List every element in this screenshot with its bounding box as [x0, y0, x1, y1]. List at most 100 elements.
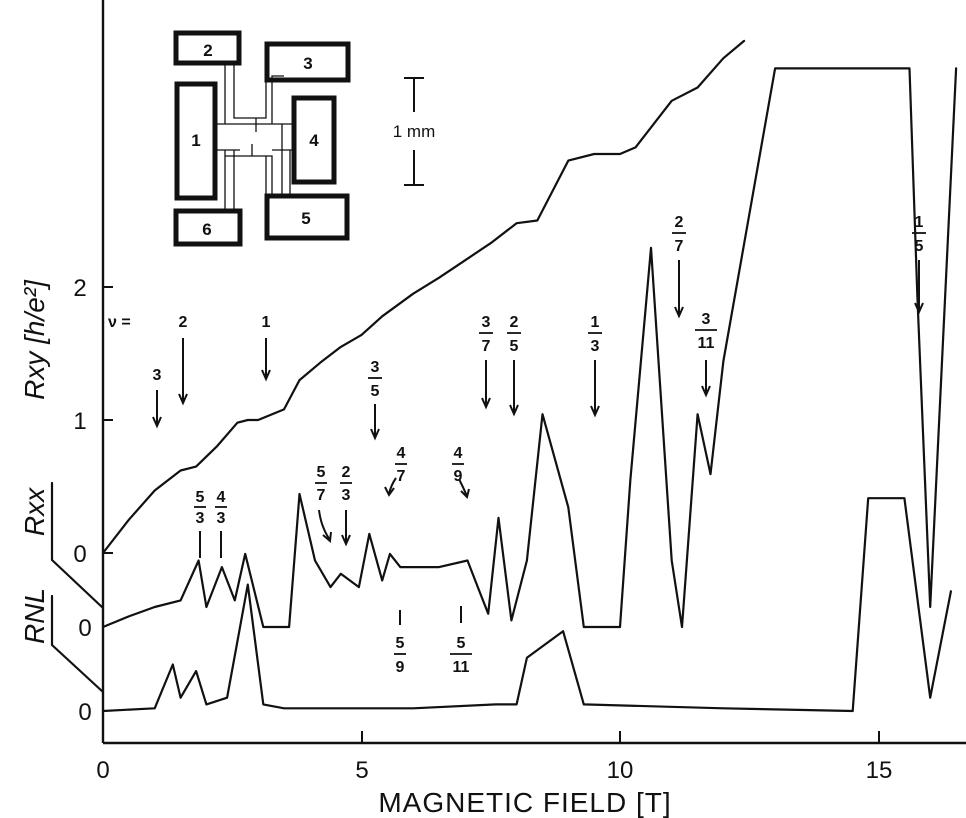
scale-bar-label: 1 mm — [393, 122, 436, 141]
nu-3-label: 3 — [153, 367, 162, 384]
frac-3-7: 3 7 — [479, 314, 493, 410]
frac-5-11: 5 11 — [450, 606, 472, 676]
rxx-zero-label: 0 — [78, 615, 91, 642]
frac-2-7-den: 7 — [675, 238, 684, 255]
frac-5-11-den: 11 — [453, 659, 470, 676]
frac-1-5-den: 5 — [915, 238, 924, 255]
contact-6-label: 6 — [202, 220, 211, 239]
frac-2-7-arrowhead — [674, 306, 684, 319]
rnl-axis-label: RNL — [19, 588, 50, 644]
frac-5-7-arrowhead — [322, 531, 332, 543]
frac-1-3-den: 3 — [591, 338, 600, 355]
frac-4-3-num: 4 — [217, 489, 226, 506]
frac-2-5-arrowhead — [509, 404, 519, 417]
scale-bar: 1 mm — [393, 77, 436, 186]
device-inset: 2 3 1 4 6 5 1 mm — [173, 30, 436, 247]
frac-1-5-num: 1 — [915, 214, 924, 231]
frac-5-7-num: 5 — [317, 464, 326, 481]
contact-3-label: 3 — [303, 54, 312, 73]
frac-5-7-den: 7 — [317, 487, 326, 504]
frac-4-7: 4 7 — [384, 445, 407, 497]
integer-filling-annotations: ν = 3 2 1 — [108, 314, 271, 429]
x-axis-label: MAGNETIC FIELD [T] — [378, 787, 671, 818]
rxy-tick-label-0: 0 — [73, 541, 86, 568]
rxy-tick-label-1: 1 — [73, 408, 86, 435]
rxx-trace — [101, 67, 958, 629]
rxy-axis-label: Rxy [h/e²] — [19, 279, 50, 400]
x-tick-label-10: 10 — [607, 757, 634, 784]
frac-3-5-arrowhead — [370, 428, 380, 441]
rxx-axis-label: Rxx — [19, 487, 50, 536]
contact-4-label: 4 — [309, 131, 319, 150]
frac-4-7-arrowhead — [384, 486, 395, 497]
frac-4-9-arrowhead — [460, 488, 470, 499]
frac-3-11: 3 11 — [695, 311, 717, 398]
frac-1-5: 1 5 — [912, 214, 926, 315]
frac-5-9-den: 9 — [396, 659, 405, 676]
frac-3-7-arrowhead — [481, 397, 491, 410]
x-tick-label-5: 5 — [355, 757, 368, 784]
x-tick-label-0: 0 — [96, 757, 109, 784]
frac-2-5: 2 5 — [507, 314, 521, 417]
frac-5-9: 5 9 — [394, 610, 406, 676]
frac-2-5-num: 2 — [510, 314, 519, 331]
frac-5-7-arrow — [318, 509, 331, 541]
contact-1-label: 1 — [191, 131, 200, 150]
frac-1-3: 1 3 — [588, 314, 602, 418]
contact-5 — [264, 193, 350, 241]
frac-5-3-num: 5 — [196, 489, 205, 506]
contact-4 — [291, 95, 337, 185]
frac-4-9-den: 9 — [454, 468, 463, 485]
frac-4-9: 4 9 — [452, 445, 470, 499]
rxy-fraction-annotations: 3 5 3 7 2 5 1 3 2 — [368, 214, 926, 441]
hall-bar-traces — [215, 63, 294, 211]
contact-1 — [174, 81, 218, 201]
frac-4-3: 4 3 — [215, 489, 227, 558]
rxx-fraction-annotations: 5 3 4 3 5 7 2 3 4 7 — [194, 445, 472, 676]
nu-1-label: 1 — [262, 314, 271, 331]
x-tick-label-15: 15 — [866, 757, 893, 784]
frac-1-5-arrowhead — [914, 302, 924, 315]
nu-2-arrowhead — [178, 393, 188, 406]
contact-2 — [173, 30, 242, 66]
rnl-offset-bracket — [50, 594, 105, 694]
frac-3-11-num: 3 — [702, 311, 711, 328]
rxy-tick-label-2: 2 — [73, 275, 86, 302]
frac-5-3-den: 3 — [196, 510, 205, 527]
frac-3-11-arrowhead — [701, 385, 711, 398]
rnl-trace — [101, 497, 953, 713]
nu-label: ν = — [108, 314, 131, 331]
frac-4-3-den: 3 — [217, 510, 226, 527]
rxy-trace — [101, 39, 746, 555]
nu-1-arrowhead — [261, 369, 271, 382]
nu-3-arrowhead — [152, 416, 162, 429]
frac-3-5: 3 5 — [368, 359, 382, 441]
axes — [101, 0, 966, 745]
frac-2-7-num: 2 — [675, 214, 684, 231]
contact-5-label: 5 — [301, 209, 310, 228]
contact-2-label: 2 — [203, 41, 212, 60]
contact-3 — [264, 41, 351, 83]
frac-2-3-arrowhead — [341, 534, 351, 547]
frac-4-7-num: 4 — [397, 445, 406, 462]
nu-2-label: 2 — [179, 314, 188, 331]
contact-6 — [173, 208, 243, 247]
frac-3-11-den: 11 — [698, 335, 715, 352]
frac-2-3: 2 3 — [340, 464, 352, 547]
frac-4-9-num: 4 — [454, 445, 463, 462]
frac-1-3-arrowhead — [590, 405, 600, 418]
frac-1-3-num: 1 — [591, 314, 600, 331]
frac-2-5-den: 5 — [510, 338, 519, 355]
frac-2-7: 2 7 — [672, 214, 686, 319]
frac-3-5-num: 3 — [371, 359, 380, 376]
frac-5-3: 5 3 — [194, 489, 206, 558]
frac-5-9-num: 5 — [396, 635, 405, 652]
frac-4-7-den: 7 — [397, 468, 406, 485]
frac-4-9-arrow — [458, 478, 468, 497]
frac-2-3-den: 3 — [342, 487, 351, 504]
frac-3-7-den: 7 — [482, 338, 491, 355]
data-curves — [101, 39, 958, 713]
rxx-offset-bracket — [50, 481, 105, 610]
frac-4-7-arrow — [388, 477, 397, 495]
